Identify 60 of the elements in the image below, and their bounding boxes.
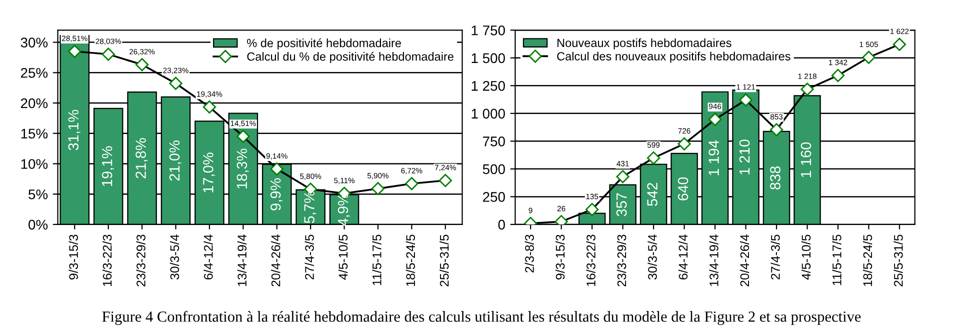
y-tick-label: 1 500 <box>472 53 505 64</box>
legend-label: Calcul des nouveaux positifs hebdomadaires <box>557 52 790 63</box>
x-tick-label: 18/5-24/5 <box>406 234 416 286</box>
x-tick-label: 25/5-31/5 <box>440 234 449 286</box>
x-tick-label: 9/3-15/3 <box>68 234 78 280</box>
x-tick-label: 13/4-19/4 <box>709 234 718 286</box>
x-tick-label: 11/5-17/5 <box>832 234 842 286</box>
x-tick-label: 23/3-29/3 <box>616 234 626 286</box>
data-label: 1 210 <box>739 140 750 174</box>
y-tick-label: 1 000 <box>472 108 505 119</box>
data-label: 17,0% <box>203 152 216 192</box>
y-tick-label: 10% <box>21 159 48 169</box>
y-tick-label: 30% <box>20 38 48 48</box>
x-tick-label: 2/3-8/3 <box>524 234 534 272</box>
y-tick-label: 250 <box>483 192 505 202</box>
y-tick-label: 1 750 <box>472 25 505 36</box>
x-tick-label: 6/4-12/4 <box>204 234 213 280</box>
data-label: 21,0% <box>169 140 182 181</box>
x-tick-label: 13/4-19/4 <box>237 234 247 286</box>
legend-label: % de positivité hebdomadaire <box>247 38 401 50</box>
x-tick-label: 4/5-10/5 <box>801 234 811 280</box>
x-tick-label: 27/4-3/5 <box>304 234 314 280</box>
y-tick-label: 0% <box>28 220 48 230</box>
x-tick-label: 27/4-3/5 <box>770 234 780 280</box>
legend-label: Calcul du % de positivité hebdomadaire <box>247 52 454 64</box>
caption: Figure 4 Confrontation à la réalité hebdomadaire des calculs utilisant les résultats du modèle de la Figure 2 et sa prospective <box>102 310 861 325</box>
y-tick-label: 500 <box>482 164 505 174</box>
x-tick-label: 25/5-31/5 <box>894 234 903 286</box>
data-label: 21,8% <box>136 138 148 178</box>
x-tick-label: 9/3-15/3 <box>555 234 565 280</box>
legend-label: Nouveaux postifs hebdomadaires <box>557 38 732 50</box>
y-tick-label: 0 <box>498 220 505 230</box>
x-tick-label: 23/3-29/3 <box>136 234 146 286</box>
x-tick-label: 18/5-24/5 <box>862 234 872 286</box>
data-label: 1 160 <box>800 142 812 178</box>
data-label: 1 194 <box>708 140 719 176</box>
x-tick-label: 30/3-5/4 <box>170 234 180 280</box>
y-tick-label: 15% <box>21 128 48 139</box>
y-tick-label: 5% <box>28 189 48 200</box>
y-tick-label: 1 250 <box>472 81 505 91</box>
x-tick-label: 30/3-5/4 <box>648 234 657 280</box>
x-tick-label: 4/5-10/5 <box>338 234 348 280</box>
data-label: 31,1% <box>68 110 80 150</box>
data-label: 9,9% <box>270 178 282 210</box>
y-tick-label: 20% <box>20 98 48 108</box>
data-label: 542 <box>647 182 658 206</box>
data-label: 357 <box>616 193 627 216</box>
data-label: 640 <box>678 177 688 200</box>
x-tick-label: 16/3-22/3 <box>102 234 112 286</box>
x-tick-label: 16/3-22/3 <box>586 234 596 286</box>
y-tick-label: 25% <box>20 68 48 78</box>
y-tick-label: 750 <box>483 136 505 146</box>
x-tick-label: 6/4-12/4 <box>678 234 688 280</box>
x-tick-label: 20/4-26/4 <box>271 234 280 286</box>
x-tick-label: 11/5-17/5 <box>372 234 382 286</box>
data-label: 838 <box>770 166 780 190</box>
data-label: 5,7% <box>304 191 316 224</box>
data-label: 19,1% <box>102 146 114 186</box>
data-label: 18,3% <box>236 148 249 188</box>
x-tick-label: 20/4-26/4 <box>740 234 750 286</box>
